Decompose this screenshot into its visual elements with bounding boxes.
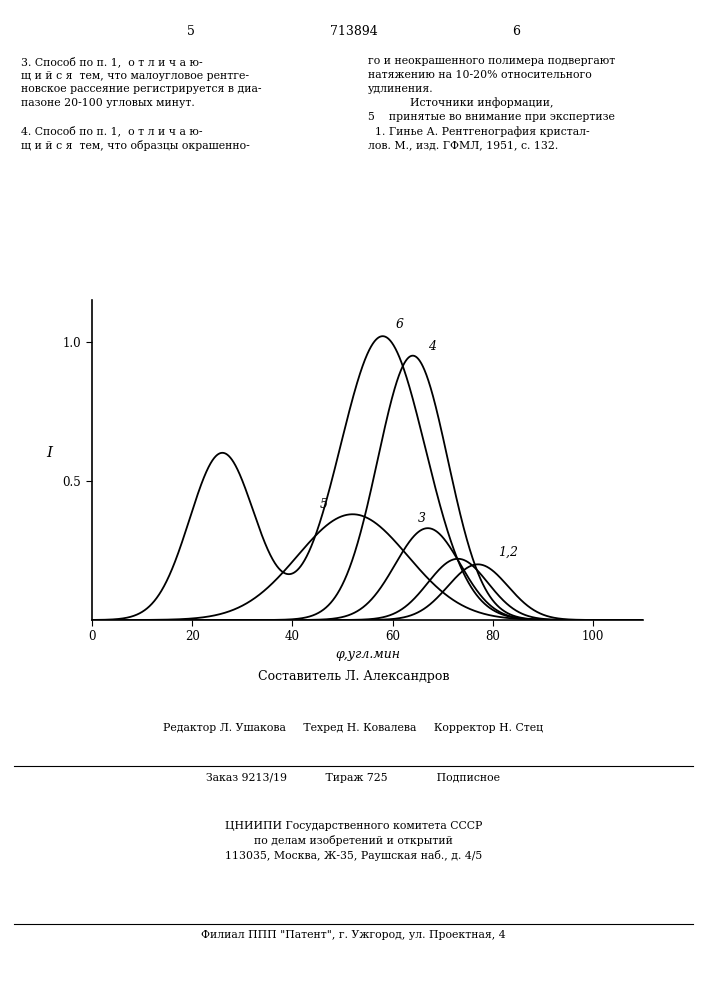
Text: 6: 6 [512, 25, 520, 38]
Text: 5: 5 [187, 25, 195, 38]
Text: 1,2: 1,2 [498, 546, 518, 559]
Text: 3. Способ по п. 1,  о т л и ч а ю-
щ и й с я  тем, что малоугловое рентге-
новск: 3. Способ по п. 1, о т л и ч а ю- щ и й … [21, 56, 262, 151]
Text: Составитель Л. Александров: Составитель Л. Александров [258, 670, 449, 683]
X-axis label: φ,угл.мин: φ,угл.мин [335, 648, 400, 661]
Y-axis label: I: I [46, 446, 52, 460]
Text: Редактор Л. Ушакова     Техред Н. Ковалева     Корректор Н. Стец: Редактор Л. Ушакова Техред Н. Ковалева К… [163, 723, 544, 733]
Text: го и неокрашенного полимера подвергают
натяжению на 10-20% относительного
удлине: го и неокрашенного полимера подвергают н… [368, 56, 615, 150]
Text: 4: 4 [428, 340, 436, 353]
Text: 6: 6 [395, 318, 403, 331]
Text: Заказ 9213/19           Тираж 725              Подписное: Заказ 9213/19 Тираж 725 Подписное [206, 773, 501, 783]
Text: 5: 5 [320, 498, 327, 511]
Text: 713894: 713894 [329, 25, 378, 38]
Text: Филиал ППП "Патент", г. Ужгород, ул. Проектная, 4: Филиал ППП "Патент", г. Ужгород, ул. Про… [201, 930, 506, 940]
Text: ЦНИИПИ Государственного комитета СССР
по делам изобретений и открытий
113035, Мо: ЦНИИПИ Государственного комитета СССР по… [225, 821, 482, 861]
Text: 3: 3 [418, 512, 426, 525]
